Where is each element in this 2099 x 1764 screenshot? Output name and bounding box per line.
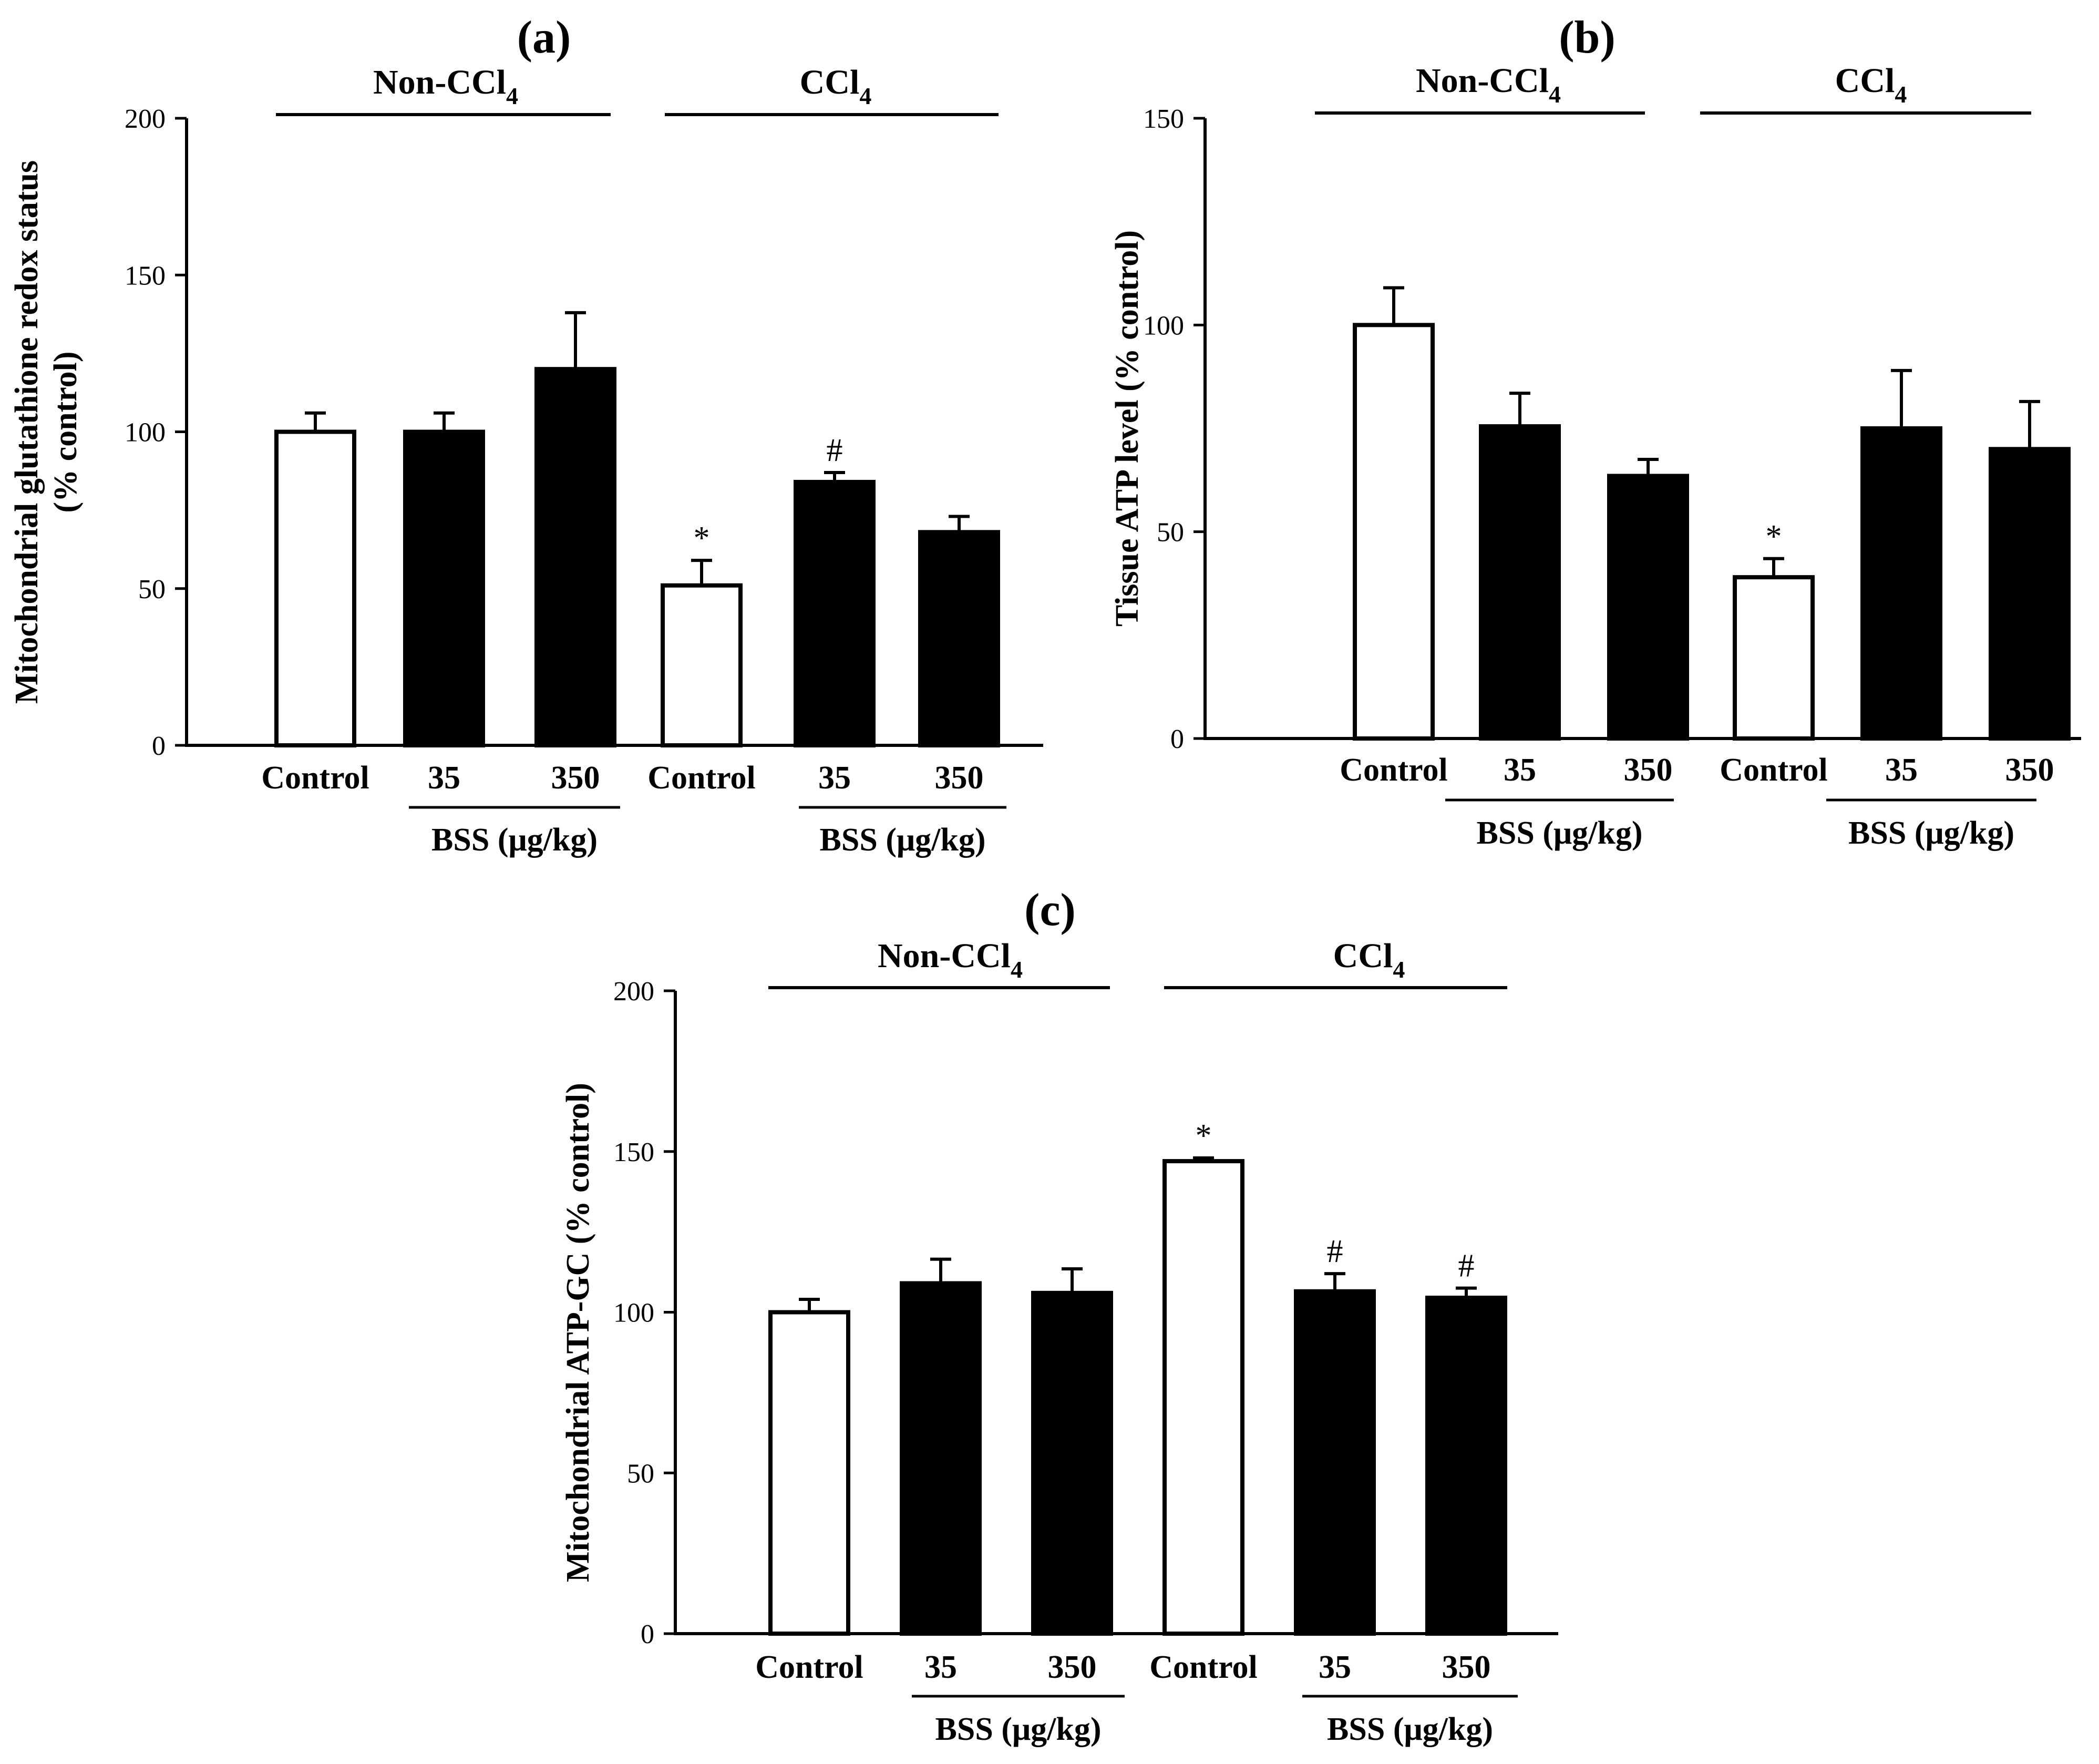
significance-marker: # <box>1327 1234 1343 1269</box>
group-label: Non-CCl4 <box>373 63 518 109</box>
x-category-label: 35 <box>924 1649 957 1685</box>
bar <box>900 1281 982 1636</box>
group-label: CCl4 <box>800 63 872 109</box>
y-tick-label: 200 <box>613 977 654 1007</box>
bar <box>534 367 616 747</box>
x-category-label: 350 <box>935 760 984 796</box>
y-tick-label: 100 <box>1143 311 1184 341</box>
x-category-label: 350 <box>551 760 600 796</box>
bar <box>403 429 485 747</box>
y-tick-label: 50 <box>627 1459 654 1489</box>
x-category-label: Control <box>1149 1649 1258 1685</box>
y-axis-title: (% control) <box>48 351 84 512</box>
panel-c: (c) 0 50 100 150 200 Mitochondrial ATP-GC (% c… <box>560 885 1558 1747</box>
bar <box>661 583 743 748</box>
y-tick-label: 0 <box>1170 724 1184 754</box>
bar <box>1294 1289 1376 1636</box>
bar <box>1733 575 1815 741</box>
group-label: Non-CCl4 <box>1416 61 1561 108</box>
bar <box>1031 1290 1113 1636</box>
treatment-label: BSS (μg/kg) <box>1848 815 2014 851</box>
treatment-label: BSS (μg/kg) <box>1327 1711 1493 1747</box>
y-axis-title: Mitochondrial ATP-GC (% control) <box>560 1083 596 1582</box>
significance-marker: * <box>1766 519 1782 555</box>
panel-label: (c) <box>1024 885 1076 936</box>
significance-marker: * <box>694 520 710 556</box>
bar <box>768 1310 850 1636</box>
x-category-label: 35 <box>1885 752 1918 788</box>
x-category-label: 35 <box>428 760 460 796</box>
x-category-label: Control <box>755 1649 863 1685</box>
bar <box>794 479 876 747</box>
group-label: CCl4 <box>1835 61 1907 108</box>
y-tick-label: 50 <box>1157 518 1184 548</box>
y-tick-label: 200 <box>125 104 166 134</box>
x-category-label: Control <box>261 760 369 796</box>
x-category-label: 350 <box>2005 752 2054 788</box>
bar <box>1607 474 1689 741</box>
y-tick-label: 150 <box>125 261 166 291</box>
x-category-label: 35 <box>818 760 851 796</box>
x-category-label: 350 <box>1624 752 1673 788</box>
treatment-label: BSS (μg/kg) <box>1477 815 1643 851</box>
bar <box>274 429 356 747</box>
significance-marker: # <box>1458 1248 1475 1284</box>
panel-a: (a) 0 50 100 150 200 Mitochondrial glutathione… <box>9 12 1043 858</box>
significance-marker: * <box>1196 1118 1212 1154</box>
treatment-label: BSS (μg/kg) <box>935 1711 1102 1747</box>
panel-label: (b) <box>1559 12 1616 63</box>
panel-label: (a) <box>517 12 571 63</box>
group-label: Non-CCl4 <box>878 937 1023 983</box>
bar <box>1162 1159 1244 1636</box>
bar <box>1425 1295 1507 1636</box>
significance-marker: # <box>827 433 843 468</box>
bar <box>1479 424 1561 741</box>
y-tick-label: 100 <box>125 418 166 448</box>
y-tick-label: 150 <box>613 1137 654 1167</box>
treatment-label: BSS (μg/kg) <box>820 822 986 858</box>
y-tick-label: 50 <box>138 575 166 604</box>
y-axis-title: Mitochondrial glutathione redox status <box>9 160 45 704</box>
x-category-label: Control <box>1720 752 1828 788</box>
x-category-label: 35 <box>1319 1649 1351 1685</box>
bar <box>1989 447 2071 741</box>
y-tick-label: 0 <box>641 1619 654 1649</box>
bar <box>1860 426 1942 741</box>
x-category-label: Control <box>647 760 756 796</box>
treatment-label: BSS (μg/kg) <box>431 822 598 858</box>
x-category-label: 350 <box>1442 1649 1491 1685</box>
x-category-label: 350 <box>1048 1649 1097 1685</box>
x-category-label: 35 <box>1504 752 1536 788</box>
panel-b: (b) 0 50 100 150 Tissue ATP level (% control)… <box>1109 12 2081 851</box>
y-tick-label: 150 <box>1143 104 1184 134</box>
y-tick-label: 0 <box>152 731 166 761</box>
group-label: CCl4 <box>1333 937 1405 983</box>
bar <box>918 530 1000 747</box>
bar <box>1353 323 1435 741</box>
y-axis-title: Tissue ATP level (% control) <box>1109 230 1145 627</box>
x-category-label: Control <box>1340 752 1448 788</box>
y-tick-label: 100 <box>613 1298 654 1328</box>
